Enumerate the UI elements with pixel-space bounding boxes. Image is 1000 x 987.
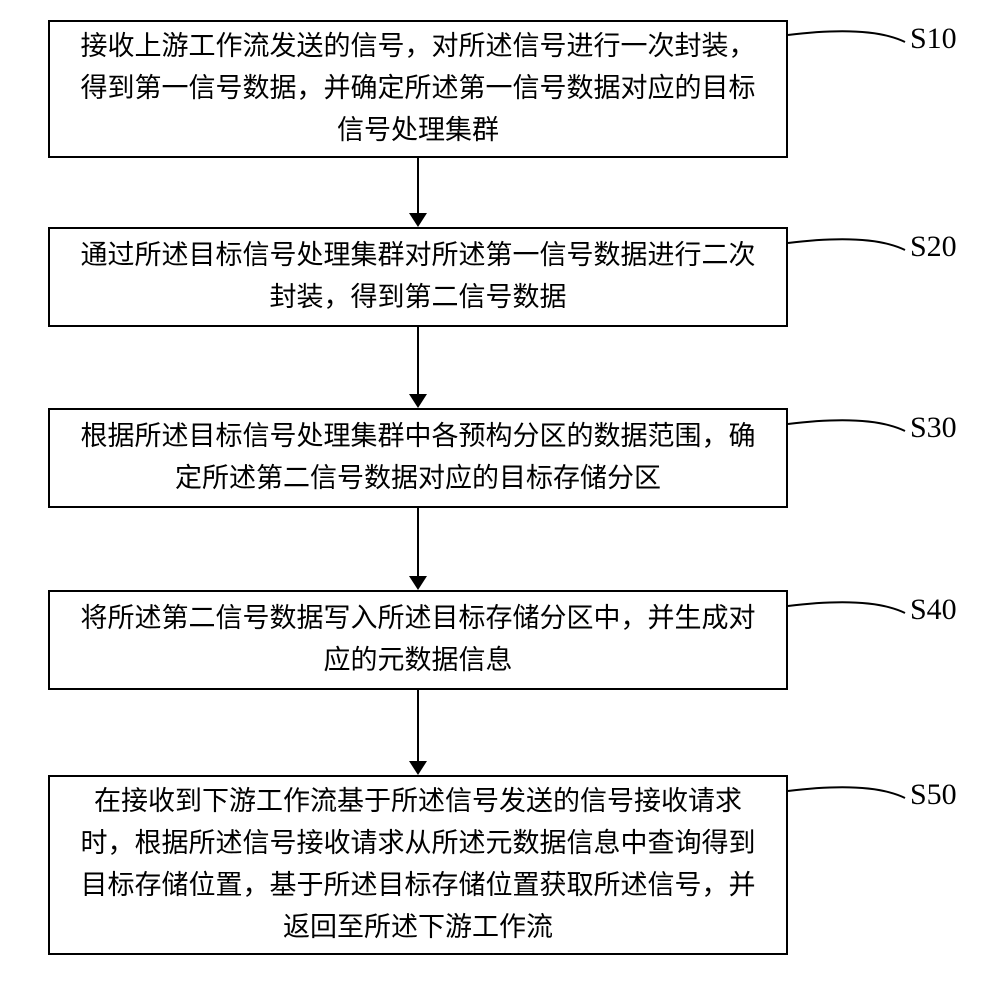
connector-s50 xyxy=(0,0,1000,987)
flowchart-canvas: 接收上游工作流发送的信号，对所述信号进行一次封装，得到第一信号数据，并确定所述第… xyxy=(0,0,1000,987)
